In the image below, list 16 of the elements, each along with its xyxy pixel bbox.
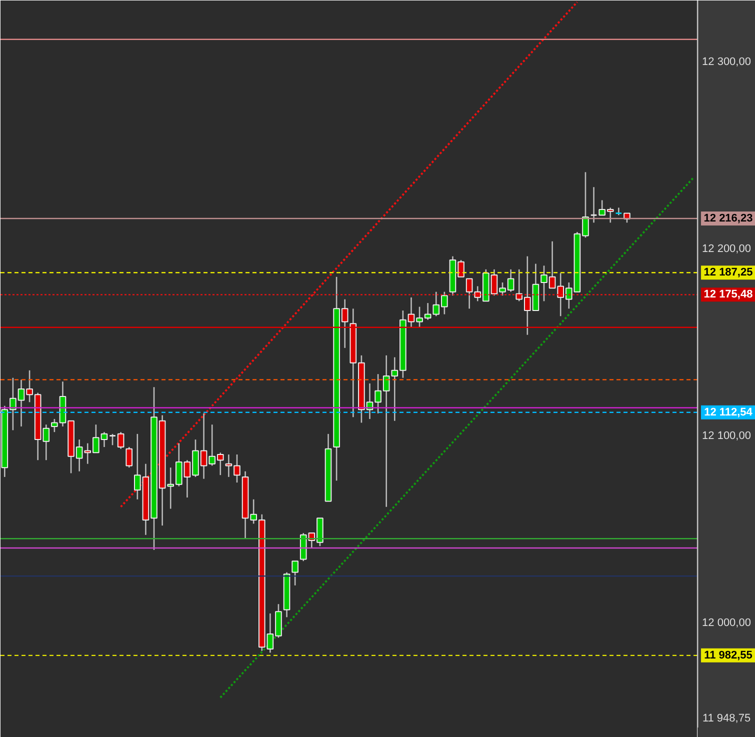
y-tick-label: 12 100,00 (702, 430, 751, 442)
y-tick-label: 11 948,75 (702, 712, 751, 725)
candlestick (117, 431, 124, 450)
ref-line-label: 12 112,54 (704, 406, 754, 418)
candlestick (615, 207, 622, 216)
candlestick (126, 446, 133, 468)
ref-line-label: 12 175,48 (704, 288, 753, 301)
ref-line-label: 12 187,25 (704, 266, 753, 279)
candlestick (292, 560, 298, 586)
y-tick-label: 12 000,00 (702, 616, 751, 629)
y-tick-label: 12 300,00 (702, 56, 751, 68)
candlestick (590, 186, 598, 224)
candlestick (108, 433, 116, 446)
ref-line-label: 12 216,23 (704, 212, 753, 224)
ref-line-label: 11 982,55 (704, 649, 752, 662)
y-tick-label: 12 200,00 (702, 242, 751, 255)
